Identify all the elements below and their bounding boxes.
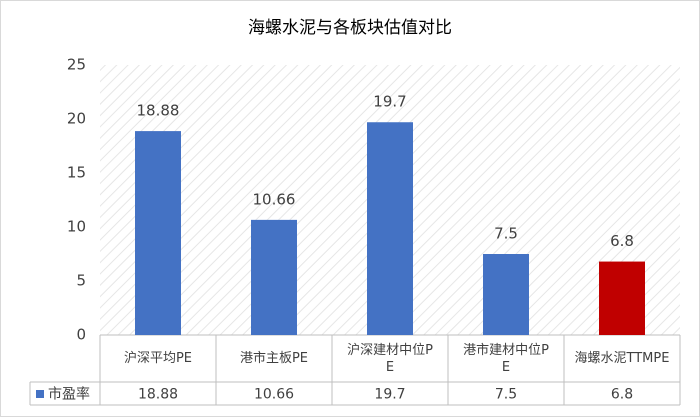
x-tick-label: 沪深建材中位PE bbox=[347, 342, 433, 375]
legend-label: 市盈率 bbox=[48, 386, 90, 403]
data-label: 19.7 bbox=[373, 93, 406, 111]
y-tick-label: 10 bbox=[67, 218, 86, 236]
data-label: 6.8 bbox=[610, 232, 634, 250]
category-cell: 港市建材中位PE bbox=[463, 342, 549, 375]
x-tick-label: 港市建材中位PE bbox=[463, 342, 549, 375]
bar bbox=[251, 219, 297, 335]
chart-title: 海螺水泥与各板块估值对比 bbox=[248, 18, 452, 38]
x-tick-label: 海螺水泥TTMPE bbox=[574, 351, 670, 366]
bar bbox=[599, 261, 645, 335]
bar bbox=[135, 131, 181, 335]
y-tick-label: 0 bbox=[76, 326, 86, 344]
bar bbox=[483, 254, 529, 335]
data-label: 18.88 bbox=[137, 102, 180, 120]
legend-key bbox=[36, 390, 44, 398]
y-tick-label: 5 bbox=[76, 272, 86, 290]
table-value: 18.88 bbox=[138, 387, 178, 403]
category-cell: 港市主板PE bbox=[239, 351, 309, 366]
category-cell: 海螺水泥TTMPE bbox=[574, 351, 670, 366]
x-tick-label: 港市主板PE bbox=[239, 351, 309, 366]
y-tick-label: 15 bbox=[67, 164, 86, 182]
table-value: 7.5 bbox=[495, 387, 517, 403]
data-label: 10.66 bbox=[253, 190, 296, 208]
table-value: 10.66 bbox=[254, 387, 294, 403]
bar bbox=[367, 122, 413, 336]
category-cell: 沪深平均PE bbox=[123, 351, 193, 366]
y-tick-label: 20 bbox=[67, 110, 86, 128]
x-tick-label: 沪深平均PE bbox=[123, 351, 193, 366]
table-value: 6.8 bbox=[611, 387, 633, 403]
data-label: 7.5 bbox=[494, 225, 518, 243]
y-tick-label: 25 bbox=[67, 56, 86, 74]
category-cell: 沪深建材中位PE bbox=[347, 342, 433, 375]
table-value: 19.7 bbox=[374, 387, 405, 403]
